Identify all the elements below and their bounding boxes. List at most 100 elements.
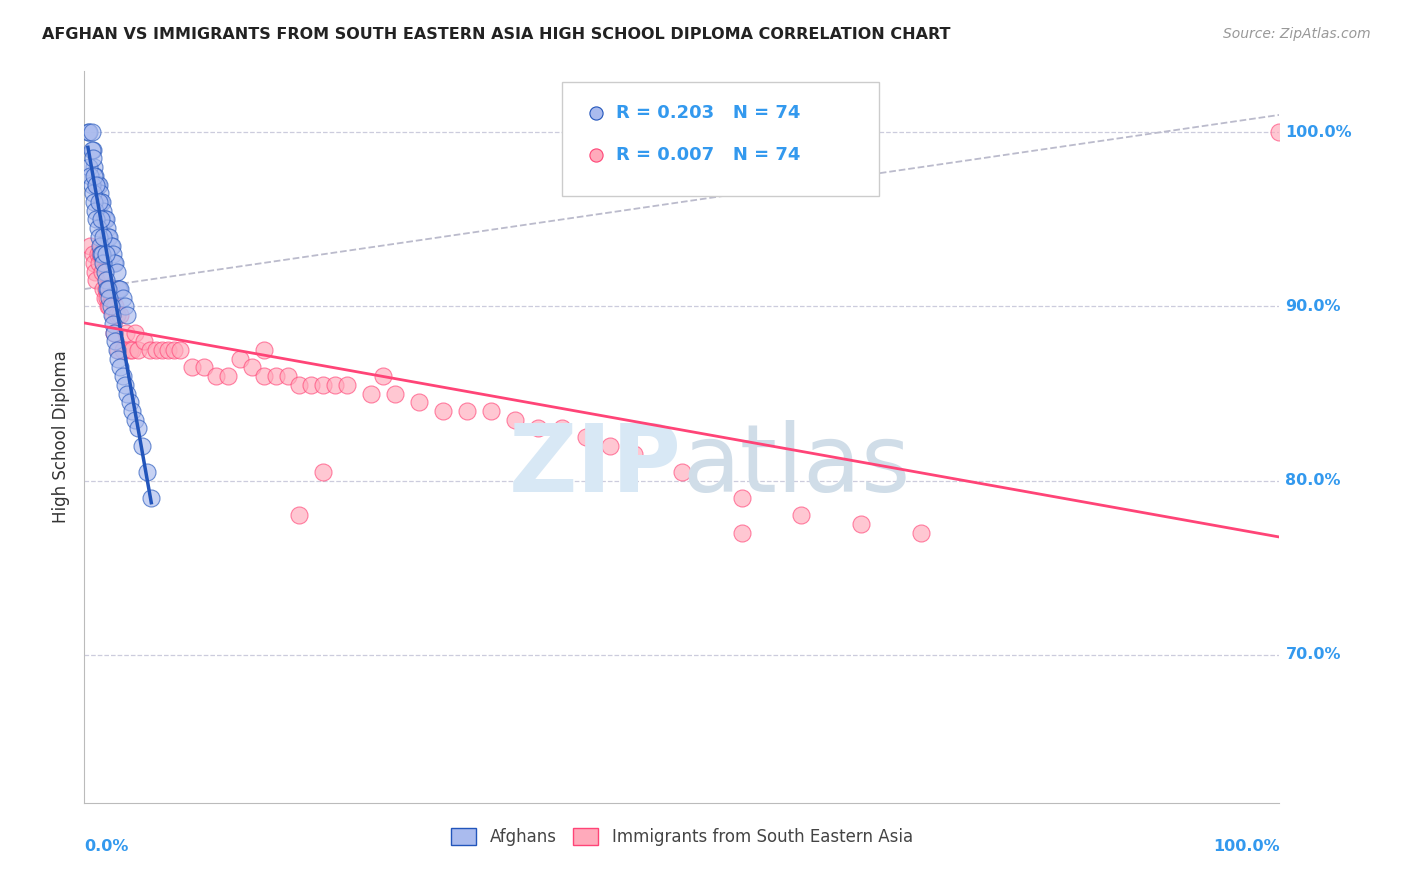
Point (217, 369, 239, 384)
Point (79, 238, 101, 252)
Point (104, 300, 127, 314)
Point (114, 377, 136, 392)
Point (100, 238, 122, 252)
Text: atlas: atlas (682, 420, 910, 512)
Point (89, 186, 111, 201)
Point (96, 282, 118, 296)
Point (253, 369, 276, 384)
Point (93, 229, 115, 244)
Point (157, 343, 180, 357)
Point (91, 265, 114, 279)
Point (124, 326, 146, 340)
Point (93, 203, 115, 218)
Point (82, 247, 104, 261)
Point (851, 517, 873, 532)
Point (83, 160, 105, 174)
Point (325, 377, 347, 392)
Point (96, 221, 118, 235)
Point (111, 343, 134, 357)
Point (82, 186, 104, 201)
Point (97, 282, 120, 296)
Point (101, 317, 124, 331)
Point (97, 229, 120, 244)
Point (131, 439, 153, 453)
Point (80, 125, 103, 139)
Point (107, 351, 129, 366)
Point (105, 265, 128, 279)
Point (101, 291, 124, 305)
Point (731, 491, 754, 505)
Point (101, 308, 124, 322)
Text: ZIP: ZIP (509, 420, 682, 512)
Point (96, 291, 118, 305)
Point (91, 194, 114, 209)
Point (93, 291, 115, 305)
Point (100, 300, 122, 314)
Point (82, 152, 104, 166)
Point (121, 404, 143, 418)
Point (97, 300, 120, 314)
Point (101, 238, 124, 252)
Point (105, 308, 128, 322)
Point (408, 395, 430, 409)
Point (94, 212, 117, 227)
Point (115, 326, 138, 340)
Point (82, 143, 104, 157)
Point (83, 194, 105, 209)
Point (90, 212, 112, 227)
Point (479, 404, 502, 418)
Point (86, 178, 108, 192)
Point (132, 334, 156, 349)
Text: 100.0%: 100.0% (1213, 839, 1279, 855)
Point (93, 212, 115, 227)
Point (77, 160, 100, 174)
Point (89, 247, 111, 261)
Point (312, 465, 335, 479)
Legend: Afghans, Immigrants from South Eastern Asia: Afghans, Immigrants from South Eastern A… (444, 822, 920, 853)
Point (87, 256, 110, 270)
Text: 80.0%: 80.0% (1285, 473, 1341, 488)
Point (575, 430, 598, 444)
Point (117, 386, 139, 401)
Point (527, 421, 550, 435)
Point (229, 351, 252, 366)
Point (103, 326, 125, 340)
Point (84, 169, 107, 183)
Point (1268, 125, 1291, 139)
FancyBboxPatch shape (562, 82, 879, 195)
Point (107, 282, 129, 296)
Point (432, 404, 454, 418)
Point (107, 343, 129, 357)
Point (103, 326, 125, 340)
Point (145, 343, 167, 357)
Point (103, 256, 125, 270)
Text: 0.0%: 0.0% (84, 839, 129, 855)
Point (104, 334, 127, 349)
Point (585, 326, 607, 340)
Text: AFGHAN VS IMMIGRANTS FROM SOUTH EASTERN ASIA HIGH SCHOOL DIPLOMA CORRELATION CHA: AFGHAN VS IMMIGRANTS FROM SOUTH EASTERN … (42, 27, 950, 42)
Y-axis label: High School Diploma: High School Diploma (52, 351, 70, 524)
Point (93, 282, 115, 296)
Point (98, 229, 121, 244)
Point (312, 377, 335, 392)
Point (127, 421, 149, 435)
Point (114, 300, 136, 314)
Point (121, 343, 143, 357)
Point (86, 221, 108, 235)
Point (87, 194, 110, 209)
Point (86, 247, 108, 261)
Point (373, 369, 395, 384)
Point (384, 386, 406, 401)
Point (105, 343, 128, 357)
Point (150, 343, 173, 357)
Point (94, 247, 117, 261)
Text: R = 0.007   N = 74: R = 0.007 N = 74 (616, 146, 800, 164)
Point (90, 238, 112, 252)
Point (205, 369, 228, 384)
Point (288, 508, 311, 523)
Point (111, 291, 134, 305)
Point (585, 225, 607, 239)
Point (118, 343, 141, 357)
Point (110, 308, 132, 322)
Point (731, 525, 754, 540)
